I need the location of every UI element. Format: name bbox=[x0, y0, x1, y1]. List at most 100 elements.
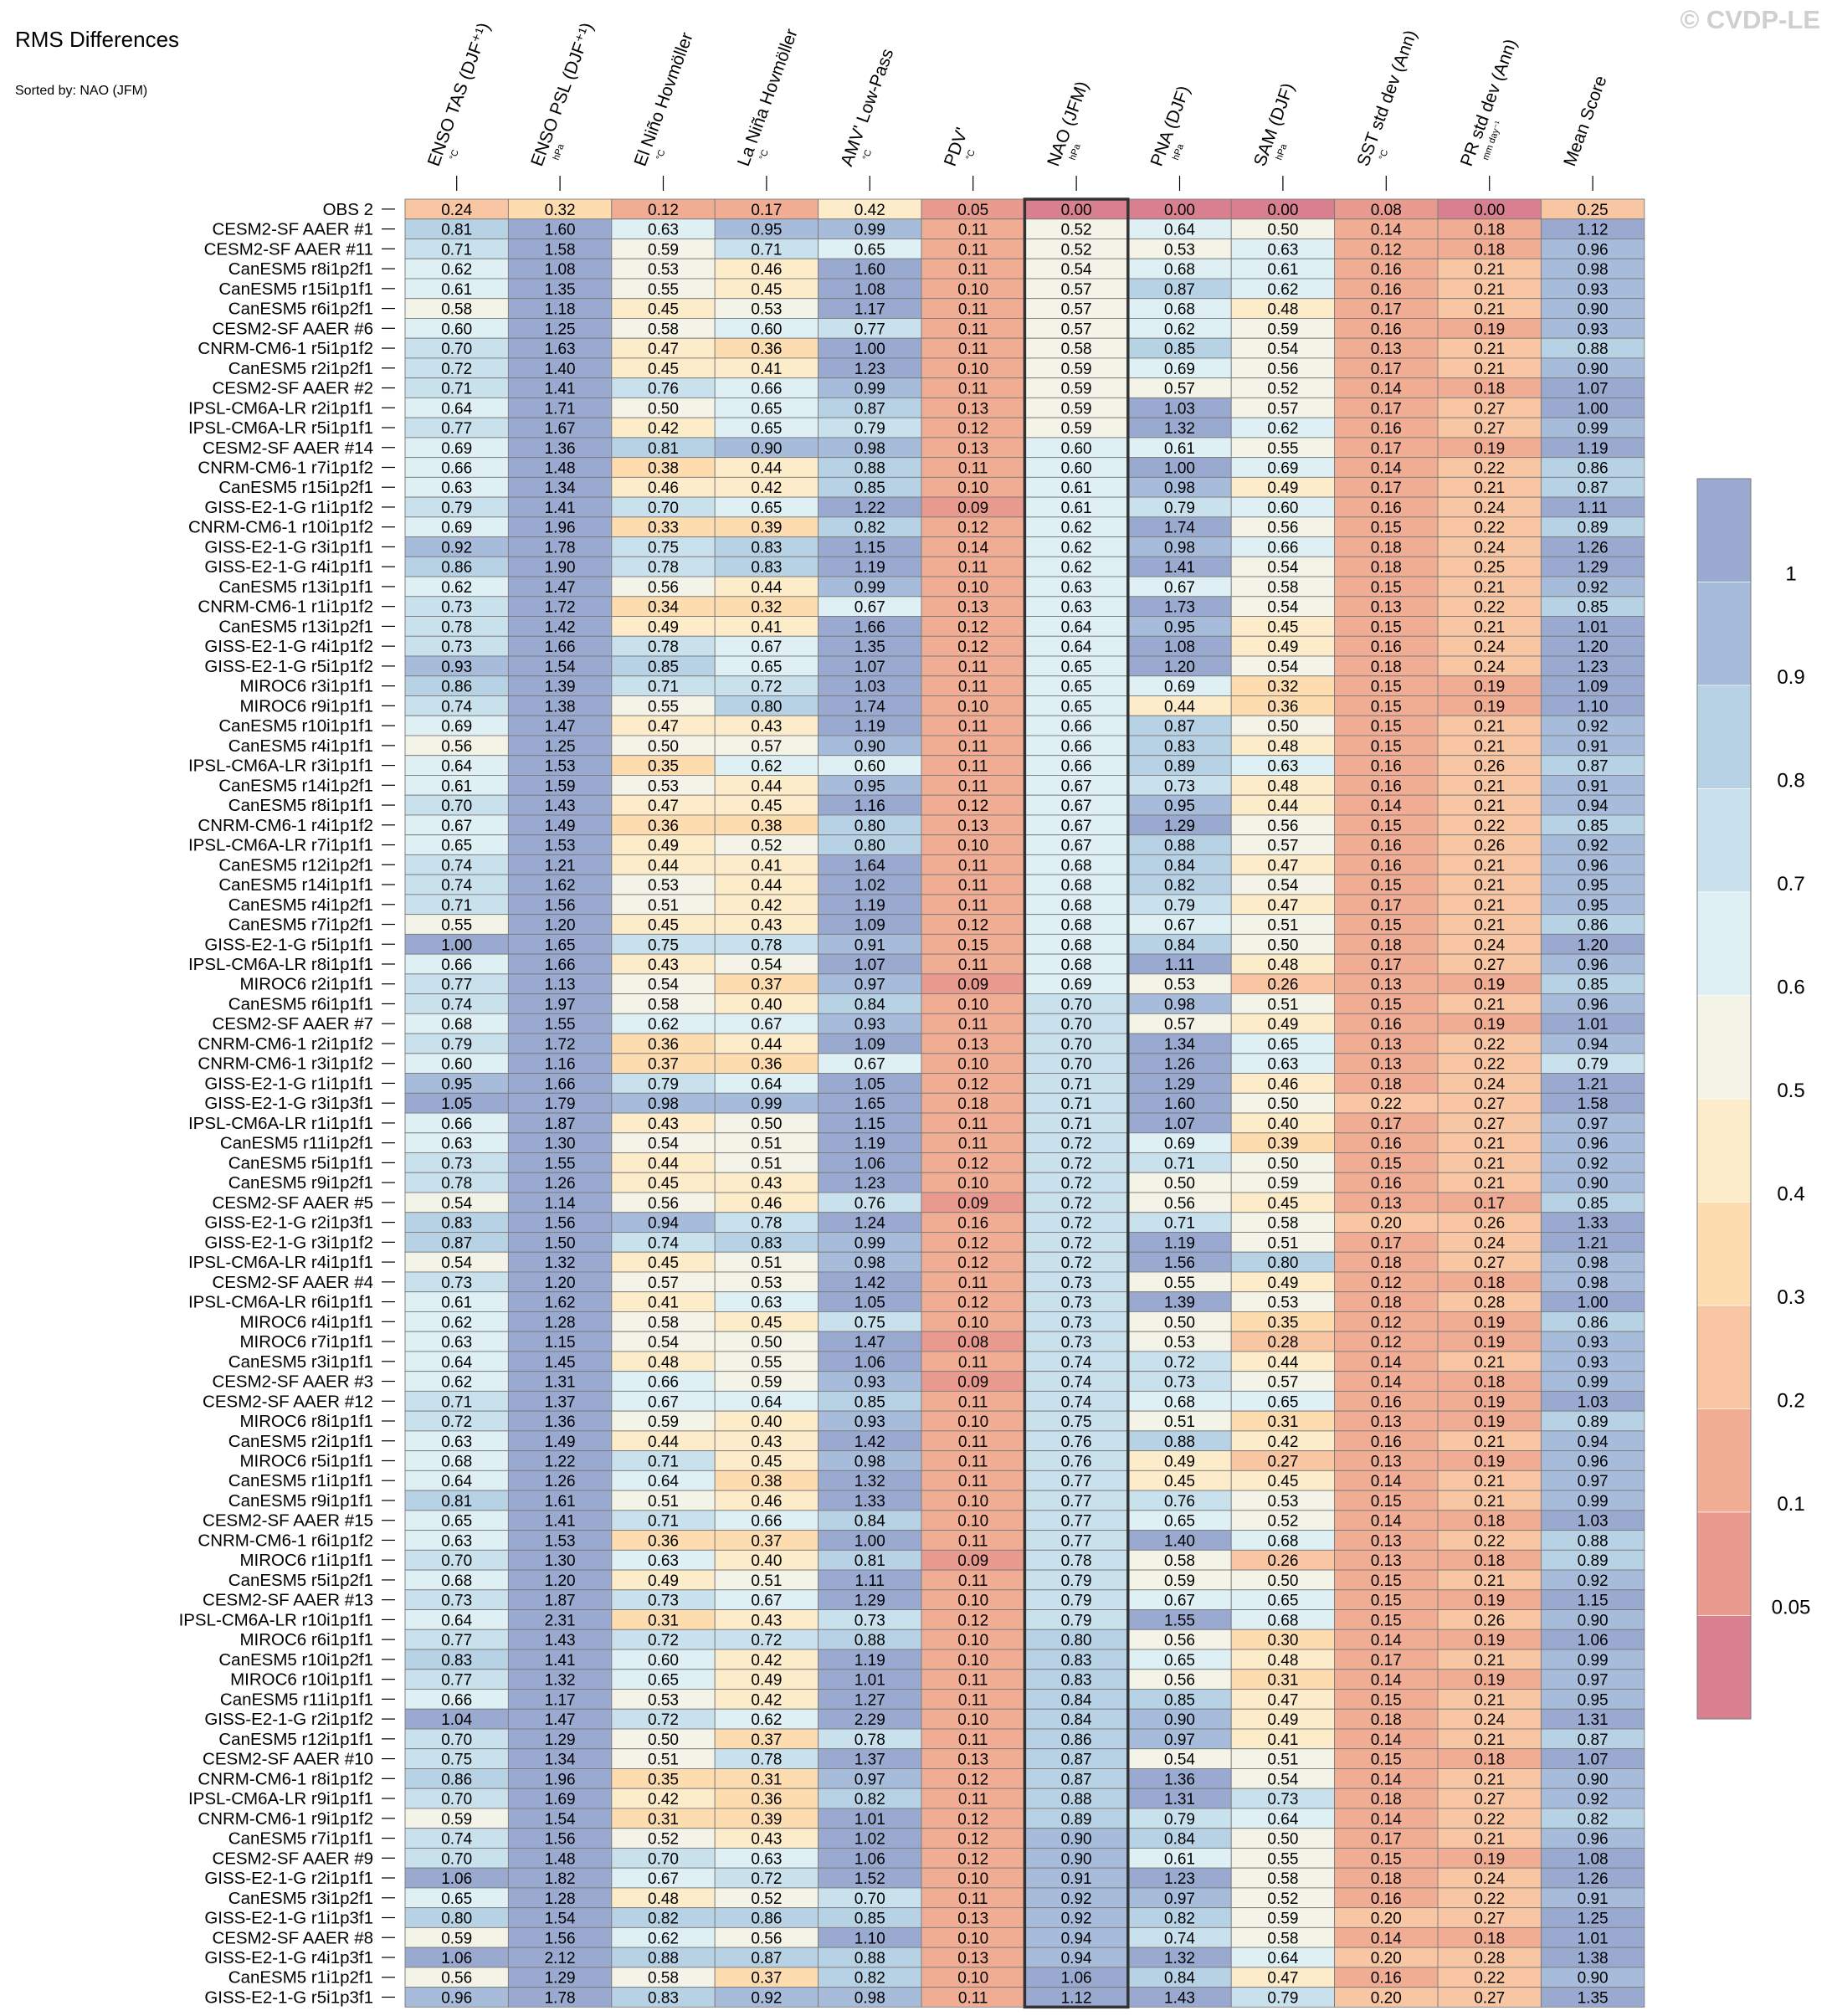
cell-value-label: 0.11 bbox=[958, 1116, 988, 1133]
cell-value-label: 0.82 bbox=[1164, 1911, 1195, 1928]
cell-value-label: 0.18 bbox=[1474, 1552, 1505, 1570]
cell-value-label: 0.88 bbox=[1061, 1791, 1092, 1808]
cell-value-label: 1.53 bbox=[545, 1532, 576, 1550]
cell-value-label: 0.11 bbox=[958, 1890, 988, 1908]
cell-value-label: 0.44 bbox=[648, 1434, 679, 1451]
cell-value-label: 0.11 bbox=[958, 718, 988, 736]
cell-value-label: 0.51 bbox=[751, 1572, 782, 1590]
cell-value-label: 0.47 bbox=[1267, 1970, 1298, 1988]
row-label: CanESM5 r1i1p2f1 bbox=[228, 1968, 373, 1988]
cell-value-label: 0.79 bbox=[648, 1075, 679, 1093]
cell-value-label: 1.30 bbox=[545, 1552, 576, 1570]
cell-value-label: 1.20 bbox=[1164, 659, 1195, 676]
cell-value-label: 0.22 bbox=[1474, 1970, 1505, 1988]
cell-value-label: 0.90 bbox=[854, 738, 885, 756]
cell-value-label: 0.56 bbox=[1164, 1195, 1195, 1213]
cell-value-label: 0.43 bbox=[751, 1612, 782, 1629]
cell-value-label: 0.37 bbox=[751, 1731, 782, 1749]
cell-value-label: 1.66 bbox=[545, 957, 576, 974]
cell-value-label: 0.31 bbox=[751, 1771, 782, 1788]
cell-value-label: 0.48 bbox=[648, 1890, 679, 1908]
cell-value-label: 1.73 bbox=[1164, 599, 1195, 617]
cell-value-label: 0.38 bbox=[751, 1473, 782, 1490]
cell-value-label: 0.16 bbox=[1371, 838, 1402, 855]
row-label: CESM2-SF AAER #10 bbox=[203, 1750, 373, 1769]
cell-value-label: 0.79 bbox=[441, 500, 472, 517]
cell-value-label: 0.77 bbox=[1061, 1513, 1092, 1531]
cell-value-label: 0.64 bbox=[441, 1473, 472, 1490]
cell-value-label: 0.76 bbox=[1061, 1453, 1092, 1470]
cell-value-label: 0.59 bbox=[751, 1374, 782, 1392]
cell-value-label: 1.06 bbox=[441, 1870, 472, 1888]
cell-value-label: 0.89 bbox=[1061, 1811, 1092, 1829]
cell-value-label: 0.61 bbox=[1061, 500, 1092, 517]
cell-value-label: 0.60 bbox=[1267, 500, 1298, 517]
cell-value-label: 0.83 bbox=[751, 559, 782, 577]
cell-value-label: 0.65 bbox=[441, 838, 472, 855]
cell-value-label: 0.86 bbox=[1061, 1731, 1092, 1749]
cell-value-label: 0.15 bbox=[1371, 1612, 1402, 1629]
cell-value-label: 0.58 bbox=[1061, 341, 1092, 358]
cell-value-label: 0.41 bbox=[648, 1295, 679, 1312]
cell-value-label: 0.49 bbox=[1267, 1016, 1298, 1034]
cell-value-label: 0.72 bbox=[648, 1632, 679, 1649]
cell-value-label: 0.75 bbox=[441, 1752, 472, 1769]
cell-value-label: 0.18 bbox=[1371, 1870, 1402, 1888]
cell-value-label: 0.10 bbox=[957, 838, 988, 855]
cell-value-label: 0.56 bbox=[1267, 361, 1298, 378]
cell-value-label: 0.32 bbox=[545, 202, 576, 219]
column-unit: °C bbox=[448, 148, 461, 162]
cell-value-label: 0.14 bbox=[1371, 1811, 1402, 1829]
cell-value-label: 0.24 bbox=[1474, 1075, 1505, 1093]
cell-value-label: 0.16 bbox=[1371, 321, 1402, 338]
cell-value-label: 0.99 bbox=[751, 1095, 782, 1113]
cell-value-label: 1.58 bbox=[545, 241, 576, 259]
cell-value-label: 1.74 bbox=[1164, 520, 1195, 537]
cell-value-label: 0.96 bbox=[1578, 1831, 1609, 1849]
cell-value-label: 0.65 bbox=[751, 500, 782, 517]
cell-value-label: 0.98 bbox=[854, 1989, 885, 2007]
cell-value-label: 0.50 bbox=[1164, 1175, 1195, 1193]
cell-value-label: 0.68 bbox=[1061, 917, 1092, 935]
cell-value-label: 0.92 bbox=[1578, 718, 1609, 736]
cell-value-label: 0.11 bbox=[958, 1354, 988, 1372]
cell-value-label: 0.56 bbox=[441, 1970, 472, 1988]
cell-value-label: 0.15 bbox=[1371, 1593, 1402, 1610]
cell-value-label: 1.00 bbox=[1164, 459, 1195, 477]
cell-value-label: 0.50 bbox=[1267, 222, 1298, 239]
cell-value-label: 0.83 bbox=[751, 539, 782, 557]
cell-value-label: 0.17 bbox=[751, 202, 782, 219]
cell-value-label: 0.85 bbox=[854, 480, 885, 497]
cell-value-label: 0.86 bbox=[1578, 1314, 1609, 1331]
cell-value-label: 0.31 bbox=[648, 1811, 679, 1829]
cell-value-label: 0.86 bbox=[1578, 459, 1609, 477]
cell-value-label: 0.45 bbox=[648, 361, 679, 378]
row-label: CNRM-CM6-1 r5i1p1f2 bbox=[198, 339, 373, 358]
cell-value-label: 0.83 bbox=[648, 1989, 679, 2007]
cell-value-label: 1.32 bbox=[854, 1473, 885, 1490]
highlighted-column-frame bbox=[1023, 197, 1130, 2009]
cell-value-label: 0.62 bbox=[1061, 539, 1092, 557]
cell-value-label: 0.49 bbox=[648, 838, 679, 855]
cell-value-label: 0.74 bbox=[1061, 1393, 1092, 1411]
cell-value-label: 1.45 bbox=[545, 1354, 576, 1372]
cell-value-label: 1.66 bbox=[854, 618, 885, 636]
cell-value-label: 1.64 bbox=[854, 857, 885, 875]
cell-value-label: 0.12 bbox=[1371, 241, 1402, 259]
cell-value-label: 0.13 bbox=[957, 599, 988, 617]
cell-value-label: 0.27 bbox=[1474, 1791, 1505, 1808]
cell-value-label: 0.66 bbox=[1061, 718, 1092, 736]
cell-value-label: 0.21 bbox=[1474, 897, 1505, 915]
cell-value-label: 2.29 bbox=[854, 1711, 885, 1729]
cell-value-label: 0.93 bbox=[441, 659, 472, 676]
cell-value-label: 0.63 bbox=[441, 1334, 472, 1352]
row-label: CESM2-SF AAER #1 bbox=[212, 220, 373, 239]
cell-value-label: 0.84 bbox=[1164, 1831, 1195, 1849]
cell-value-label: 0.75 bbox=[854, 1314, 885, 1331]
cell-value-label: 0.12 bbox=[1371, 1314, 1402, 1331]
cell-value-label: 1.55 bbox=[545, 1155, 576, 1172]
column-unit: °C bbox=[757, 148, 771, 162]
cell-value-label: 0.15 bbox=[1371, 1493, 1402, 1511]
cell-value-label: 0.69 bbox=[1164, 1136, 1195, 1153]
row-label: CanESM5 r13i1p2f1 bbox=[218, 617, 373, 636]
